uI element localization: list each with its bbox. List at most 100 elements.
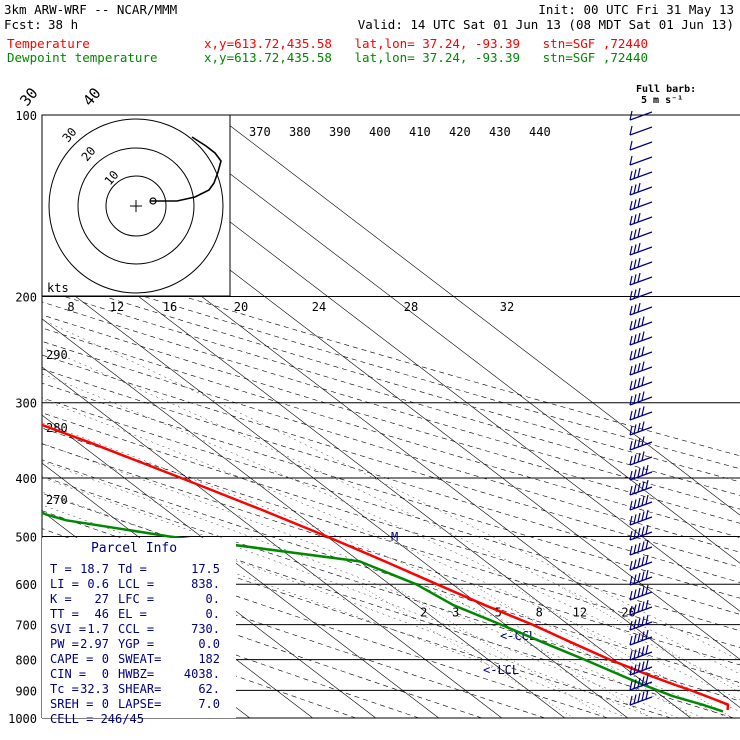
mixing-ratio-label: 2 (420, 606, 427, 620)
parcel-row-label: Td = (118, 562, 147, 576)
parcel-row-label: SVI = (50, 622, 86, 636)
parcel-row-label: LI = (50, 577, 79, 591)
lcl-marker: <-LCL (483, 663, 519, 677)
wind-barb (629, 599, 653, 616)
theta-e-label: 430 (489, 125, 511, 139)
parcel-row-label: LFC = (118, 592, 154, 606)
dewpoint-profile-line (42, 511, 724, 713)
dry-adiabat-line (42, 314, 740, 524)
wind-barb (629, 479, 653, 496)
isotherm-line (215, 115, 740, 516)
parcel-row-label: HWBZ= (118, 667, 154, 681)
wind-barb (629, 391, 653, 406)
isotherm-line (42, 366, 502, 718)
parcel-row-label: CAPE = (50, 652, 93, 666)
hodograph-start-mark (149, 197, 157, 205)
wind-barb (629, 125, 653, 136)
wind-barb (629, 421, 653, 436)
wind-barb (629, 451, 653, 466)
dewpoint-legend: Dewpoint temperature (7, 50, 158, 65)
parcel-row-label: CCL = (118, 622, 154, 636)
parcel-row-label: Tc = (50, 682, 79, 696)
wind-barb (629, 436, 653, 451)
wind-barb (629, 554, 653, 571)
pressure-label: 400 (15, 472, 37, 486)
pressure-label: 900 (15, 684, 37, 698)
isotherm-line (42, 222, 691, 718)
pressure-label: 500 (15, 530, 37, 544)
mixing-ratio-label: 5 (495, 606, 502, 620)
parcel-row-value: 2.97 (80, 637, 109, 651)
dry-adiabat-line (42, 459, 740, 684)
speed-scale-label: 20 (234, 300, 248, 314)
temperature-tick-label: 40 (79, 84, 104, 109)
parcel-row-value: 4038. (184, 667, 220, 681)
isotherm-line (42, 414, 439, 718)
wind-barb (629, 287, 653, 301)
wind-barb (629, 316, 653, 331)
wind-barb (629, 197, 653, 211)
theta-e-label: 440 (529, 125, 551, 139)
wind-barb (629, 346, 653, 361)
mixing-ratio-line (471, 583, 695, 718)
parcel-level-marker: M (391, 530, 398, 544)
sounding-profiles (42, 423, 730, 713)
parcel-row-value: 0.0 (198, 637, 220, 651)
speed-scale-label: 24 (312, 300, 326, 314)
isotherm-line (152, 115, 740, 564)
dry-adiabat-line (42, 327, 740, 538)
parcel-row-value: 7.0 (198, 697, 220, 711)
temperature-tick-label: 30 (16, 84, 41, 109)
temperature-location-info: x,y=613.72,435.58 lat,lon= 37.24, -93.39… (204, 36, 649, 51)
parcel-info-panel: Parcel Info T = 18.7 Td = 17.5 LI = 0.6 LCL = 83… (42, 538, 236, 726)
moist-adiabat-line (42, 477, 679, 718)
parcel-row-label: SHEAR= (118, 682, 161, 696)
parcel-row-label: YGP = (118, 637, 154, 651)
theta-e-label: 410 (409, 125, 431, 139)
pressure-label: 100 (15, 109, 37, 123)
wind-barb (629, 659, 653, 676)
parcel-cell-value: CELL = 246/45 (50, 712, 144, 726)
wind-barb (629, 155, 653, 166)
parcel-row-value: 730. (191, 622, 220, 636)
wind-barb (629, 584, 653, 601)
wind-barb (629, 140, 653, 151)
wind-barb (629, 614, 653, 631)
theta-e-label: 390 (329, 125, 351, 139)
wind-barb (629, 539, 653, 556)
theta-label: 270 (46, 493, 68, 507)
parcel-row-label: LAPSE= (118, 697, 161, 711)
parcel-panel-background (42, 538, 236, 718)
parcel-row-value: 0 (102, 667, 109, 681)
forecast-label: Fcst: (4, 17, 42, 32)
parcel-row-label: LCL = (118, 577, 154, 591)
wind-barb (629, 110, 653, 121)
hodograph-ring (48, 118, 224, 294)
parcel-row-label: T = (50, 562, 72, 576)
mixing-ratio-label: 3 (452, 606, 459, 620)
init-time: Init: 00 UTC Fri 31 May 13 (538, 2, 734, 17)
wind-barb (629, 361, 653, 376)
theta-e-label: 400 (369, 125, 391, 139)
wind-barb (629, 257, 653, 271)
barb-legend-units: 5 m s⁻¹ (641, 95, 683, 106)
dewpoint-location-info: x,y=613.72,435.58 lat,lon= 37.24, -93.39… (204, 50, 649, 65)
wind-barb (629, 644, 653, 661)
parcel-row-value: 1.7 (87, 622, 109, 636)
wind-barb (629, 242, 653, 256)
pressure-label: 800 (15, 654, 37, 668)
parcel-row-value: 17.5 (191, 562, 220, 576)
parcel-row-value: 182 (198, 652, 220, 666)
hodograph-kts-label: kts (47, 281, 69, 295)
parcel-row-value: 27 (95, 592, 109, 606)
wind-barbs: Full barb:5 m s⁻¹ (629, 84, 696, 706)
wind-barb (629, 689, 653, 706)
speed-scale-label: 8 (67, 300, 74, 314)
parcel-title: Parcel Info (91, 541, 177, 556)
moist-adiabat-line (42, 443, 729, 718)
wind-barb (629, 464, 653, 481)
isotherm-line (42, 462, 376, 718)
parcel-row-label: PW = (50, 637, 79, 651)
